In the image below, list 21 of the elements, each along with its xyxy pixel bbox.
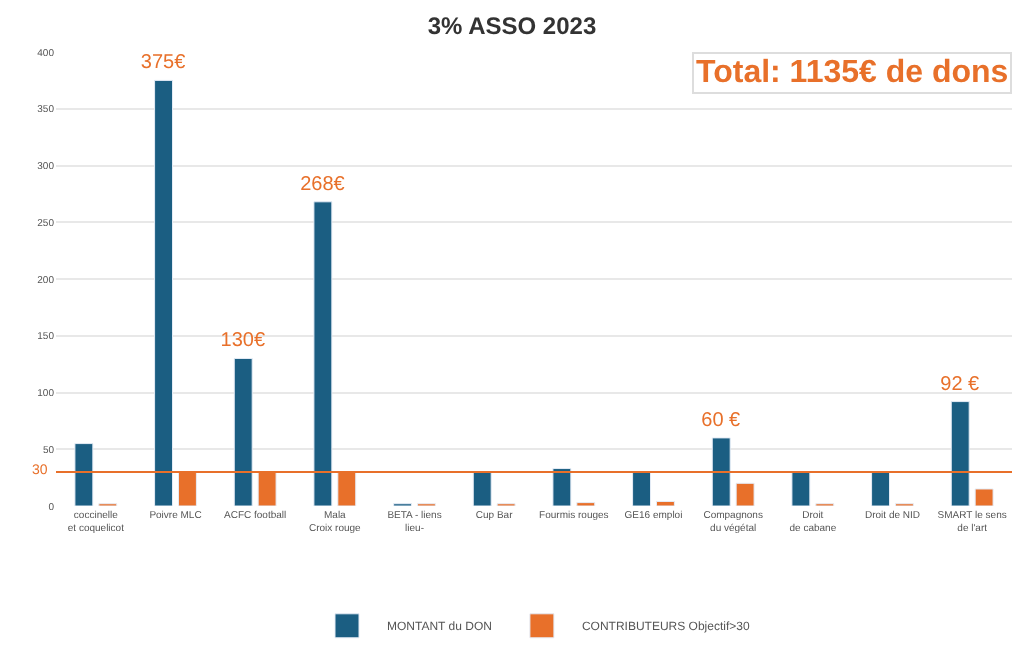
bar [735,482,755,506]
bar [791,471,811,506]
chart-title: 3% ASSO 2023 [427,11,597,40]
data-label: 130€ [220,330,266,353]
bar [711,437,731,506]
bar [472,471,492,506]
bar [233,357,253,506]
bar [950,401,970,506]
data-label: 60 € [701,409,742,432]
data-label: 92 € [940,373,981,396]
bar [552,468,572,506]
bar [632,471,652,506]
bar [871,471,891,506]
bar [74,443,94,506]
bar [974,488,994,506]
bar [313,201,333,506]
data-label: 268€ [300,173,346,196]
bar [154,79,174,506]
annotation: Total: 1135€ de dons [696,56,1009,90]
bar [655,500,675,506]
data-label: 375€ [140,52,187,75]
